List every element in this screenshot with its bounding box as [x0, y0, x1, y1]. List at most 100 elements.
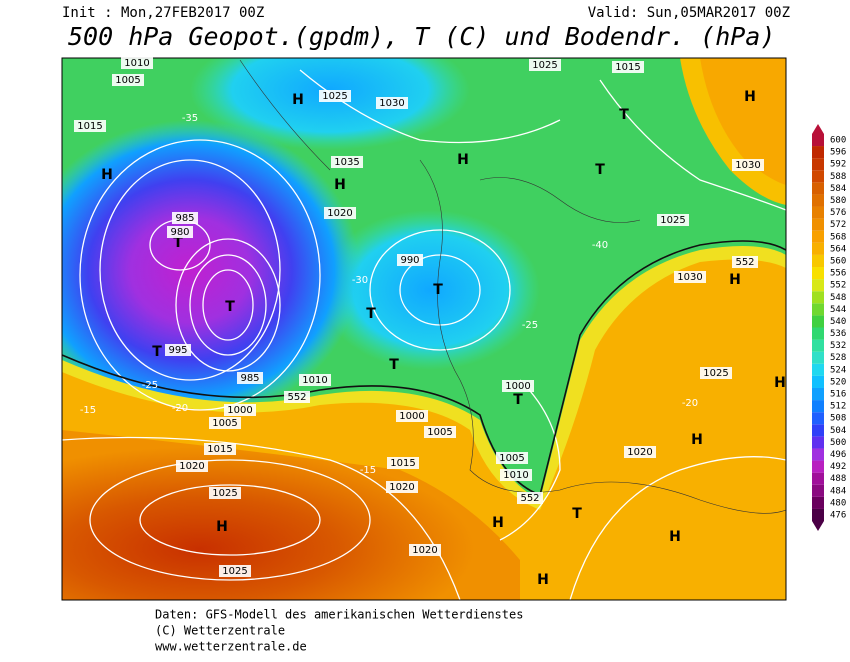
map-field	[62, 58, 786, 600]
pressure-center: H	[744, 89, 756, 105]
colorbar-swatch	[812, 182, 824, 195]
contour-label: 1010	[124, 58, 149, 69]
pressure-center: H	[492, 515, 504, 531]
label-box	[386, 481, 418, 493]
colorbar-swatch	[812, 375, 824, 388]
colorbar-swatch	[812, 133, 824, 147]
colorbar-tip	[812, 123, 824, 134]
colorbar-swatch	[812, 472, 824, 485]
label-box	[299, 374, 331, 386]
contour-label: 1000	[399, 411, 424, 422]
colorbar-label: 596	[830, 148, 846, 158]
pressure-center: T	[173, 235, 183, 251]
label-box	[204, 443, 236, 455]
colorbar-swatch	[812, 291, 824, 304]
colorbar-swatch	[812, 508, 824, 522]
pressure-center: H	[669, 529, 681, 545]
colorbar-label: 508	[830, 414, 846, 424]
colorbar-swatch	[812, 267, 824, 280]
contour-label: -15	[80, 405, 96, 416]
label-box	[397, 254, 423, 266]
colorbar-label: 500	[830, 438, 846, 448]
colorbar-swatch	[812, 424, 824, 437]
colorbar-label: 540	[830, 317, 846, 327]
colorbar-label: 600	[830, 136, 846, 146]
colorbar-label: 528	[830, 353, 846, 363]
colorbar-label: 496	[830, 450, 846, 460]
colorbar-swatch	[812, 170, 824, 183]
contour-label: -30	[352, 275, 368, 286]
colorbar-swatch	[812, 230, 824, 243]
contour-label: 1020	[179, 461, 204, 472]
colorbar-swatch	[812, 303, 824, 316]
contour-label: 1010	[503, 470, 528, 481]
footer-line: Daten: GFS-Modell des amerikanischen Wet…	[155, 608, 523, 622]
label-box	[167, 226, 193, 238]
pressure-center: H	[537, 572, 549, 588]
label-box	[496, 452, 528, 464]
label-box	[387, 457, 419, 469]
contour-label: 1005	[212, 418, 237, 429]
pressure-center: H	[729, 272, 741, 288]
552-contour	[62, 240, 786, 497]
label-box	[209, 487, 241, 499]
init-time: Init : Mon,27FEB2017 00Z	[62, 5, 264, 21]
coastlines	[239, 59, 786, 514]
colorbar-label: 568	[830, 232, 846, 242]
colorbar-swatch	[812, 315, 824, 328]
contour-label: -20	[172, 403, 188, 414]
colorbar-swatch	[812, 363, 824, 376]
colorbar-label: 556	[830, 269, 846, 279]
contour-label: 990	[400, 255, 419, 266]
contour-label: 985	[240, 373, 259, 384]
label-box	[121, 57, 153, 69]
colorbar-label: 544	[830, 305, 846, 315]
label-box	[396, 410, 428, 422]
colorbar-label: 532	[830, 341, 846, 351]
footer-line: (C) Wetterzentrale	[155, 624, 285, 638]
pressure-center: H	[292, 92, 304, 108]
label-box	[612, 61, 644, 73]
label-box	[331, 156, 363, 168]
pressure-center: H	[101, 167, 113, 183]
label-box	[224, 404, 256, 416]
label-box	[376, 97, 408, 109]
isobars	[62, 69, 786, 600]
contour-label: 1005	[499, 453, 524, 464]
contour-label: 1000	[227, 405, 252, 416]
label-box	[284, 391, 310, 403]
colorbar-label: 484	[830, 486, 846, 496]
pressure-center: H	[691, 432, 703, 448]
pressure-center: H	[334, 177, 346, 193]
label-box	[112, 74, 144, 86]
contour-label: 1025	[703, 368, 728, 379]
colorbar-swatch	[812, 400, 824, 413]
colorbar-swatch	[812, 496, 824, 509]
pressure-center: T	[225, 299, 235, 315]
label-box	[165, 344, 191, 356]
colorbar-label: 592	[830, 160, 846, 170]
colorbar-label: 488	[830, 474, 846, 484]
contour-label: 1035	[334, 157, 359, 168]
colorbar-label: 548	[830, 293, 846, 303]
label-box	[209, 417, 241, 429]
label-box	[657, 214, 689, 226]
pressure-center: H	[216, 519, 228, 535]
colorbar-swatch	[812, 194, 824, 207]
colorbar-label: 516	[830, 390, 846, 400]
contour-label: 1020	[412, 545, 437, 556]
colorbar-swatch	[812, 448, 824, 461]
colorbar-swatch	[812, 484, 824, 497]
contour-label: -15	[360, 465, 376, 476]
colorbar-label: 572	[830, 220, 846, 230]
contour-label: 985	[175, 213, 194, 224]
pressure-center: T	[595, 162, 605, 178]
colorbar-swatch	[812, 206, 824, 219]
colorbar-swatch	[812, 412, 824, 425]
colorbar-swatch	[812, 158, 824, 171]
label-box	[700, 367, 732, 379]
colorbar-swatch	[812, 242, 824, 255]
label-box	[219, 565, 251, 577]
contour-label: -20	[682, 398, 698, 409]
contour-label: -35	[182, 113, 198, 124]
